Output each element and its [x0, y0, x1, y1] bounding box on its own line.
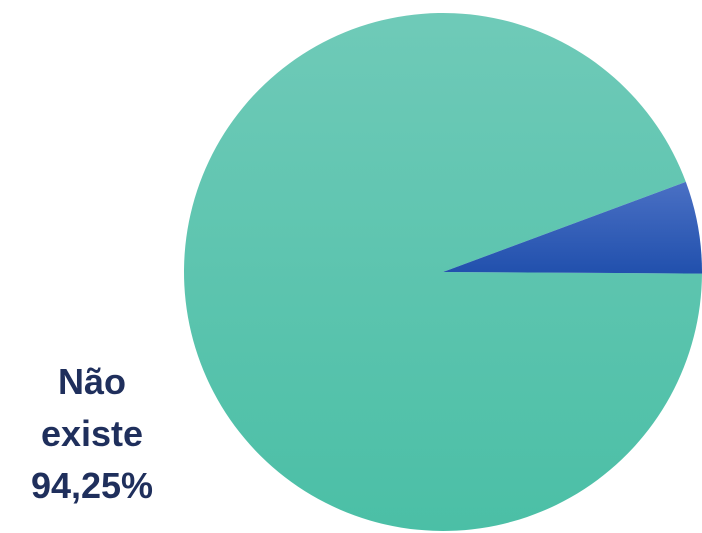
- slice-label-line-2: existe: [40, 413, 144, 454]
- pie-slice-other: [443, 181, 702, 274]
- slice-label-nao-existe: Não existe 94,25%: [6, 356, 178, 512]
- pie-slices: [184, 13, 702, 532]
- pie-slice-nao-existe: [184, 13, 702, 532]
- slice-label-line-1: Não: [57, 361, 126, 402]
- slice-label-value: 94,25%: [30, 465, 154, 506]
